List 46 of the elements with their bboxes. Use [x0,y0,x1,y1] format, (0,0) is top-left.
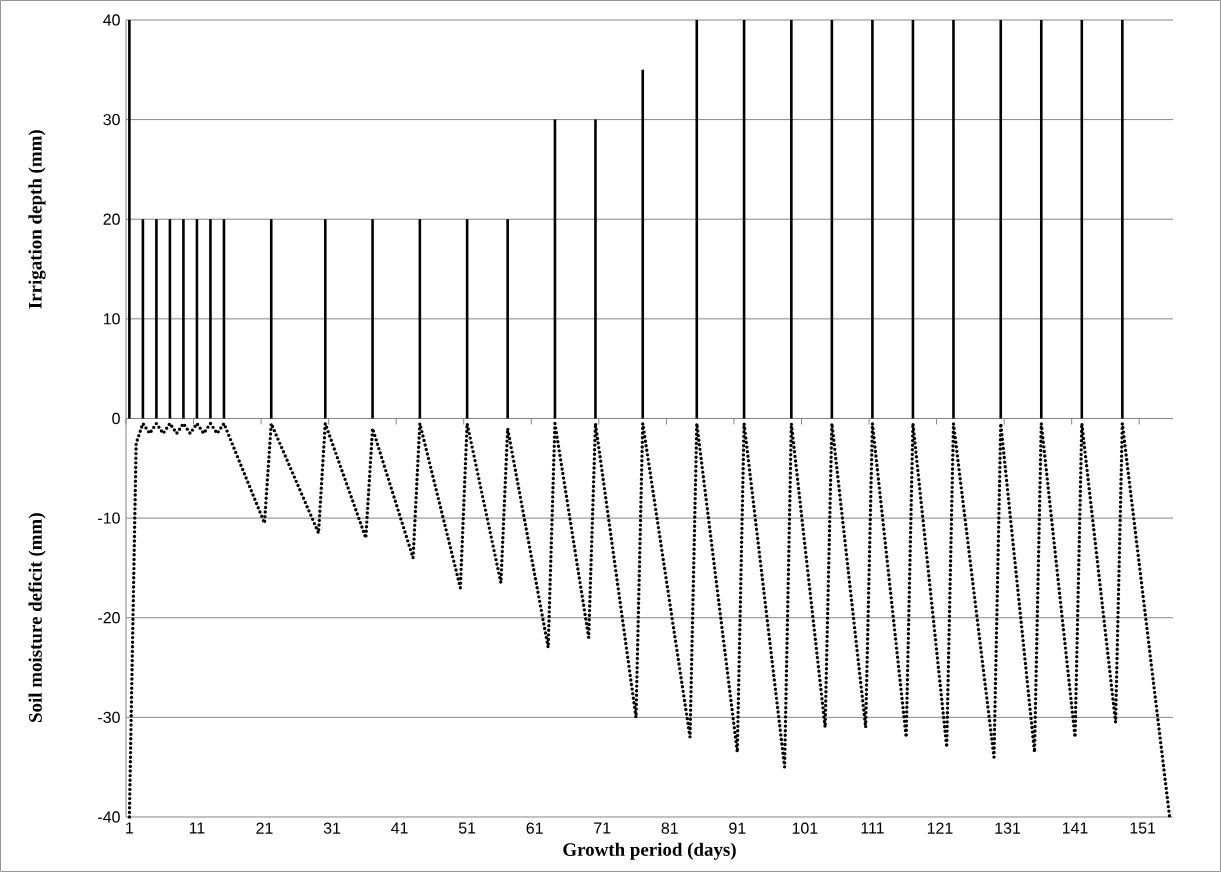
y-tick-label: 40 [103,14,120,26]
y-tick-label: -10 [98,512,120,524]
bar [269,219,273,419]
y-tick-label: 30 [103,113,120,126]
y-tick-label: 0 [112,412,120,425]
bar [371,219,374,419]
bar [999,19,1003,419]
bar [641,69,645,419]
y-tick-label: 20 [103,213,120,225]
x-tick-label: 61 [526,822,543,834]
y-axis-title: Irrigation depth (mm) [28,130,46,309]
text: Soil moisture deficit (mm) [28,513,46,722]
bar [871,19,874,419]
x-tick-label: 111 [861,822,884,834]
x-tick-label: 101 [792,822,818,834]
x-tick-label: 131 [995,822,1021,834]
x-tick-label: 41 [391,822,408,834]
x-axis-title: Growth period (days) [563,842,736,860]
line-series [127,421,1172,819]
x-tick-label: 51 [458,822,476,834]
bar [323,219,327,419]
y-tick-label: -20 [98,612,120,624]
y-tick-label: 10 [103,313,120,325]
bar [1121,19,1124,419]
y-tick-label: -40 [98,811,120,823]
bar [209,219,212,419]
x-tick-label: 71 [594,822,611,834]
x-tick-label: 91 [729,822,746,834]
y-tick-label: -30 [98,711,120,723]
bar [155,219,158,419]
x-tick-label: 141 [1062,822,1088,834]
bar [695,19,699,419]
bar [790,19,793,419]
x-tick-label: 31 [323,822,341,834]
bar [506,219,509,419]
bar [182,219,185,419]
x-tick-label: 151 [1130,822,1156,834]
bar [1039,19,1043,419]
bar [128,19,131,419]
x-tick-label: 1 [126,822,134,834]
x-tick-label: 21 [256,822,273,834]
bar [952,19,955,419]
bar [594,119,597,419]
x-tick-label: 81 [661,822,678,834]
x-tick-label: 11 [189,822,205,834]
x-tick-label: 121 [927,822,953,834]
